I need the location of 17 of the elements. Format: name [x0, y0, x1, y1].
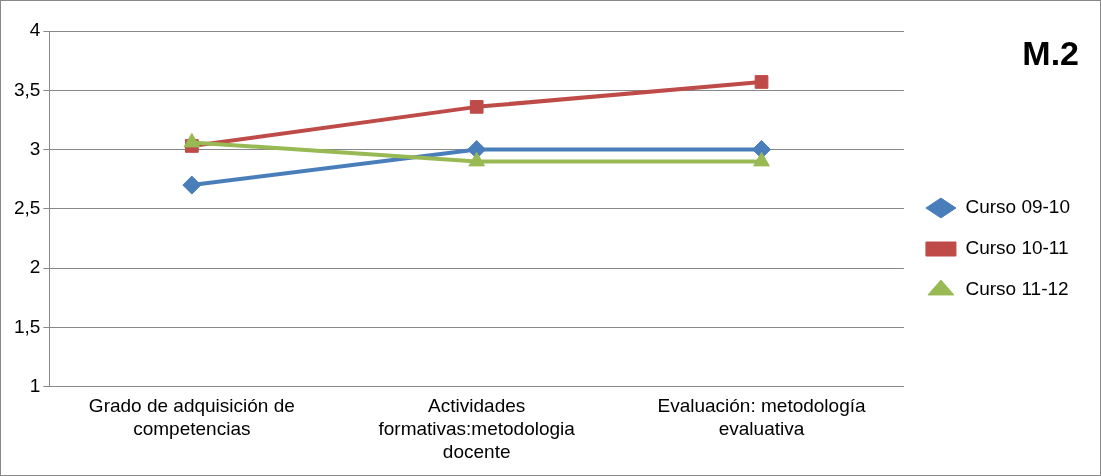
point — [182, 175, 202, 195]
legend-label: Curso 10-11 — [965, 237, 1069, 259]
y-tick-label: 4 — [29, 19, 41, 41]
text: M.2 — [1022, 34, 1079, 73]
y-tick-label: 1,5 — [13, 315, 41, 337]
y-tick-label: 1 — [29, 374, 41, 396]
x-tick-label: Grado de adquisición de competencias — [88, 395, 295, 440]
point — [754, 75, 769, 89]
y-tick-label: 2,5 — [13, 197, 41, 219]
y-tick-label: 2 — [29, 256, 41, 278]
x-tick-label: Actividades formativas:metodologia docente — [378, 395, 576, 462]
y-tick-label: 3 — [29, 137, 41, 159]
point — [469, 100, 484, 114]
legend-label: Curso 09-10 — [965, 196, 1071, 218]
legend-label: Curso 11-12 — [965, 278, 1069, 300]
y-tick-label: 3,5 — [13, 78, 41, 100]
x-tick-label: Evaluación: metodología evaluativa — [657, 395, 866, 440]
